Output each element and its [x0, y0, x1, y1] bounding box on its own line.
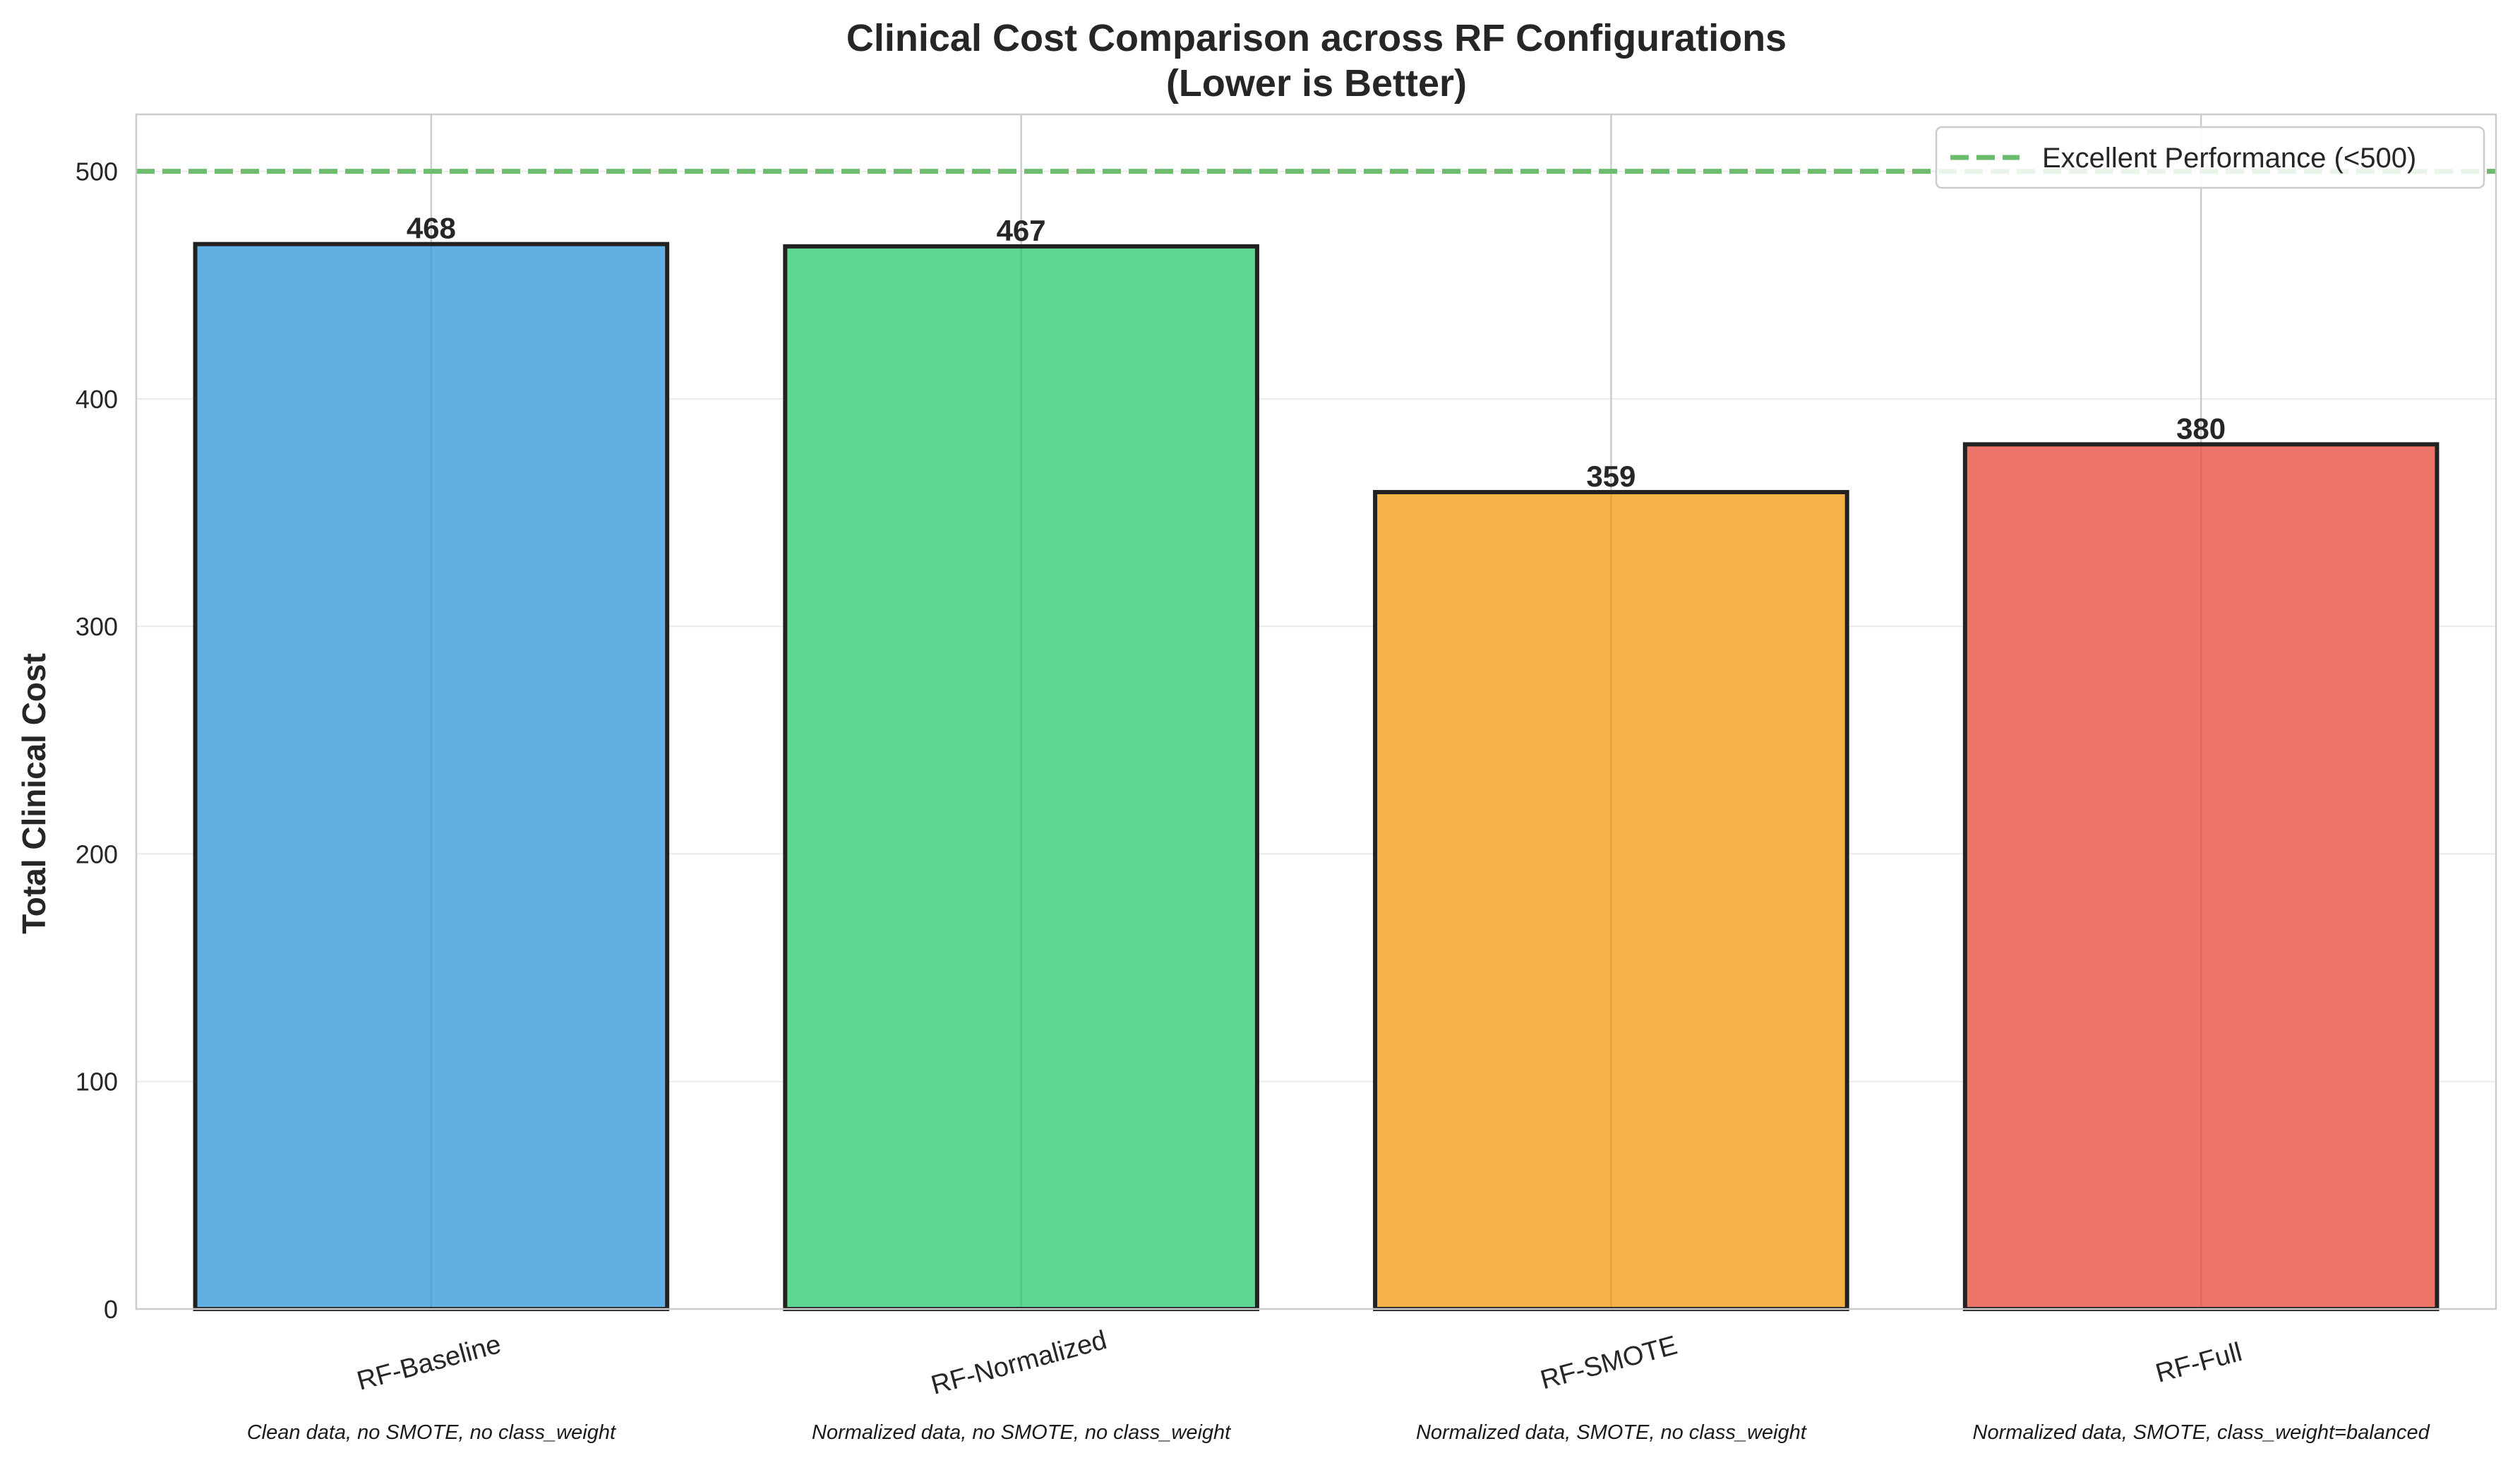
- x-tick-label: RF-Full: [2152, 1337, 2245, 1389]
- value-label: 380: [2176, 412, 2226, 445]
- y-axis-label: Total Clinical Cost: [16, 653, 52, 934]
- y-tick-label: 300: [76, 612, 118, 641]
- plot-frame: [135, 113, 2497, 1310]
- bar[interactable]: [193, 241, 670, 1311]
- chart-title: Clinical Cost Comparison across RF Confi…: [846, 17, 1787, 59]
- x-tick-label: RF-Normalized: [928, 1325, 1110, 1401]
- y-tick-label: 400: [76, 385, 118, 414]
- value-label: 467: [997, 214, 1046, 247]
- bars-layer: [193, 241, 2440, 1312]
- config-description: Clean data, no SMOTE, no class_weight: [247, 1421, 617, 1444]
- config-description: Normalized data, SMOTE, class_weight=bal…: [1973, 1421, 2430, 1444]
- y-tick-label: 0: [104, 1295, 118, 1324]
- y-tick-label: 100: [76, 1068, 118, 1096]
- legend-label: Excellent Performance (<500): [2042, 143, 2416, 174]
- y-tick-label: 500: [76, 157, 118, 186]
- value-label: 359: [1586, 460, 1636, 493]
- config-description: Normalized data, no SMOTE, no class_weig…: [812, 1421, 1232, 1444]
- y-tick-label: 200: [76, 839, 118, 868]
- value-label: 468: [407, 212, 456, 245]
- config-description: Normalized data, SMOTE, no class_weight: [1416, 1421, 1808, 1444]
- legend: Excellent Performance (<500): [1935, 126, 2485, 189]
- chart-subtitle: (Lower is Better): [1166, 62, 1467, 104]
- x-tick-label: RF-Baseline: [354, 1329, 504, 1397]
- legend-box: [1935, 126, 2485, 189]
- x-tick-label: RF-SMOTE: [1537, 1330, 1681, 1395]
